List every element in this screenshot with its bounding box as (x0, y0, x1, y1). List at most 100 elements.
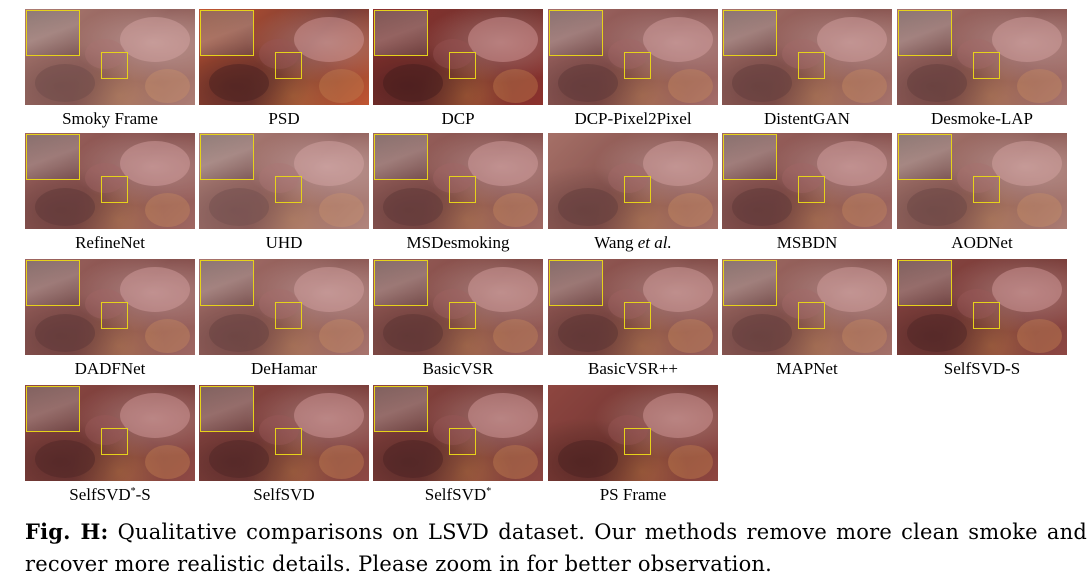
figure-panel: UHD (198, 133, 370, 252)
caption-label: SelfSVD-S (943, 359, 1021, 378)
tissue-texture (957, 39, 997, 69)
figure-panel: MSBDN (721, 133, 893, 252)
figure-panel: AODNet (896, 133, 1068, 252)
tissue-texture (468, 141, 538, 186)
zoom-region-box (624, 428, 651, 455)
zoom-region-box (275, 52, 302, 79)
zoom-region-box (101, 52, 128, 79)
tissue-texture (85, 39, 125, 69)
zoom-inset (723, 260, 777, 306)
zoom-region-box (798, 302, 825, 329)
figure-panel: DCP (372, 9, 544, 128)
zoom-inset (898, 10, 952, 56)
tissue-texture (433, 415, 473, 445)
zoom-inset (374, 10, 428, 56)
zoom-inset (26, 134, 80, 180)
tissue-texture (120, 141, 190, 186)
panel-image (25, 9, 195, 105)
panel-image (548, 259, 718, 355)
panel-caption: Wang et al. (547, 233, 719, 253)
tissue-texture (957, 163, 997, 193)
tissue-texture (433, 39, 473, 69)
panel-caption: PSD (198, 109, 370, 129)
figure-panel: SelfSVD-S (896, 259, 1068, 378)
tissue-texture (1017, 193, 1062, 227)
tissue-texture (782, 39, 822, 69)
panel-image (897, 259, 1067, 355)
caption-label: Smoky Frame (62, 109, 158, 128)
caption-label-sup: * (486, 486, 492, 497)
tissue-texture (468, 393, 538, 438)
zoom-region-box (101, 428, 128, 455)
tissue-texture (957, 289, 997, 319)
tissue-texture (35, 440, 95, 478)
zoom-inset (26, 10, 80, 56)
figure-panel: SelfSVD (198, 385, 370, 504)
figure-panel: BasicVSR (372, 259, 544, 378)
panel-image (722, 259, 892, 355)
caption-label-pre: SelfSVD (424, 485, 487, 504)
tissue-texture (668, 193, 713, 227)
zoom-inset (549, 10, 603, 56)
panel-caption: DCP (372, 109, 544, 129)
caption-label: DCP-Pixel2Pixel (574, 109, 692, 128)
tissue-texture (907, 64, 967, 102)
tissue-texture (259, 163, 299, 193)
tissue-texture (643, 17, 713, 62)
zoom-region-box (449, 52, 476, 79)
caption-label: DeHamar (250, 359, 318, 378)
panel-image (548, 385, 718, 481)
tissue-texture (643, 393, 713, 438)
tissue-texture (259, 39, 299, 69)
caption-label-pre: Wang (594, 233, 638, 252)
zoom-region-box (624, 302, 651, 329)
panel-image (548, 133, 718, 229)
zoom-inset (200, 260, 254, 306)
zoom-region-box (101, 302, 128, 329)
panel-caption: Smoky Frame (24, 109, 196, 129)
caption-label: RefineNet (75, 233, 145, 252)
caption-label-sup: * (130, 486, 136, 497)
panel-image (199, 133, 369, 229)
zoom-inset (200, 134, 254, 180)
tissue-texture (85, 289, 125, 319)
tissue-texture (35, 188, 95, 226)
zoom-inset (549, 260, 603, 306)
tissue-texture (319, 69, 364, 103)
zoom-region-box (798, 176, 825, 203)
tissue-texture (433, 163, 473, 193)
caption-label: Fig. H: (25, 519, 109, 544)
panel-caption: MAPNet (721, 359, 893, 379)
panel-image (897, 9, 1067, 105)
figure-panel: DistentGAN (721, 9, 893, 128)
caption-label: MSDesmoking (406, 233, 510, 252)
tissue-texture (558, 64, 618, 102)
tissue-texture (608, 415, 648, 445)
tissue-texture (817, 17, 887, 62)
panel-image (25, 385, 195, 481)
tissue-texture (992, 17, 1062, 62)
zoom-inset (898, 134, 952, 180)
figure-panel: DeHamar (198, 259, 370, 378)
caption-label: DistentGAN (764, 109, 850, 128)
panel-caption: MSDesmoking (372, 233, 544, 253)
tissue-texture (1017, 319, 1062, 353)
tissue-texture (608, 289, 648, 319)
panel-caption: Desmoke-LAP (896, 109, 1068, 129)
tissue-texture (468, 267, 538, 312)
panel-image (722, 9, 892, 105)
zoom-region-box (973, 52, 1000, 79)
zoom-region-box (798, 52, 825, 79)
figure-grid: Smoky Frame PSD DCP DCP-Pixel2Pixel DistentG… (24, 9, 1068, 505)
zoom-region-box (449, 302, 476, 329)
tissue-texture (907, 188, 967, 226)
tissue-texture (209, 64, 269, 102)
figure-panel: SelfSVD* (372, 385, 544, 504)
panel-caption: SelfSVD*-S (24, 485, 196, 505)
figure-panel: DCP-Pixel2Pixel (547, 9, 719, 128)
tissue-texture (120, 393, 190, 438)
caption-label: Desmoke-LAP (931, 109, 1033, 128)
panel-image (199, 259, 369, 355)
tissue-texture (209, 440, 269, 478)
panel-caption: DistentGAN (721, 109, 893, 129)
